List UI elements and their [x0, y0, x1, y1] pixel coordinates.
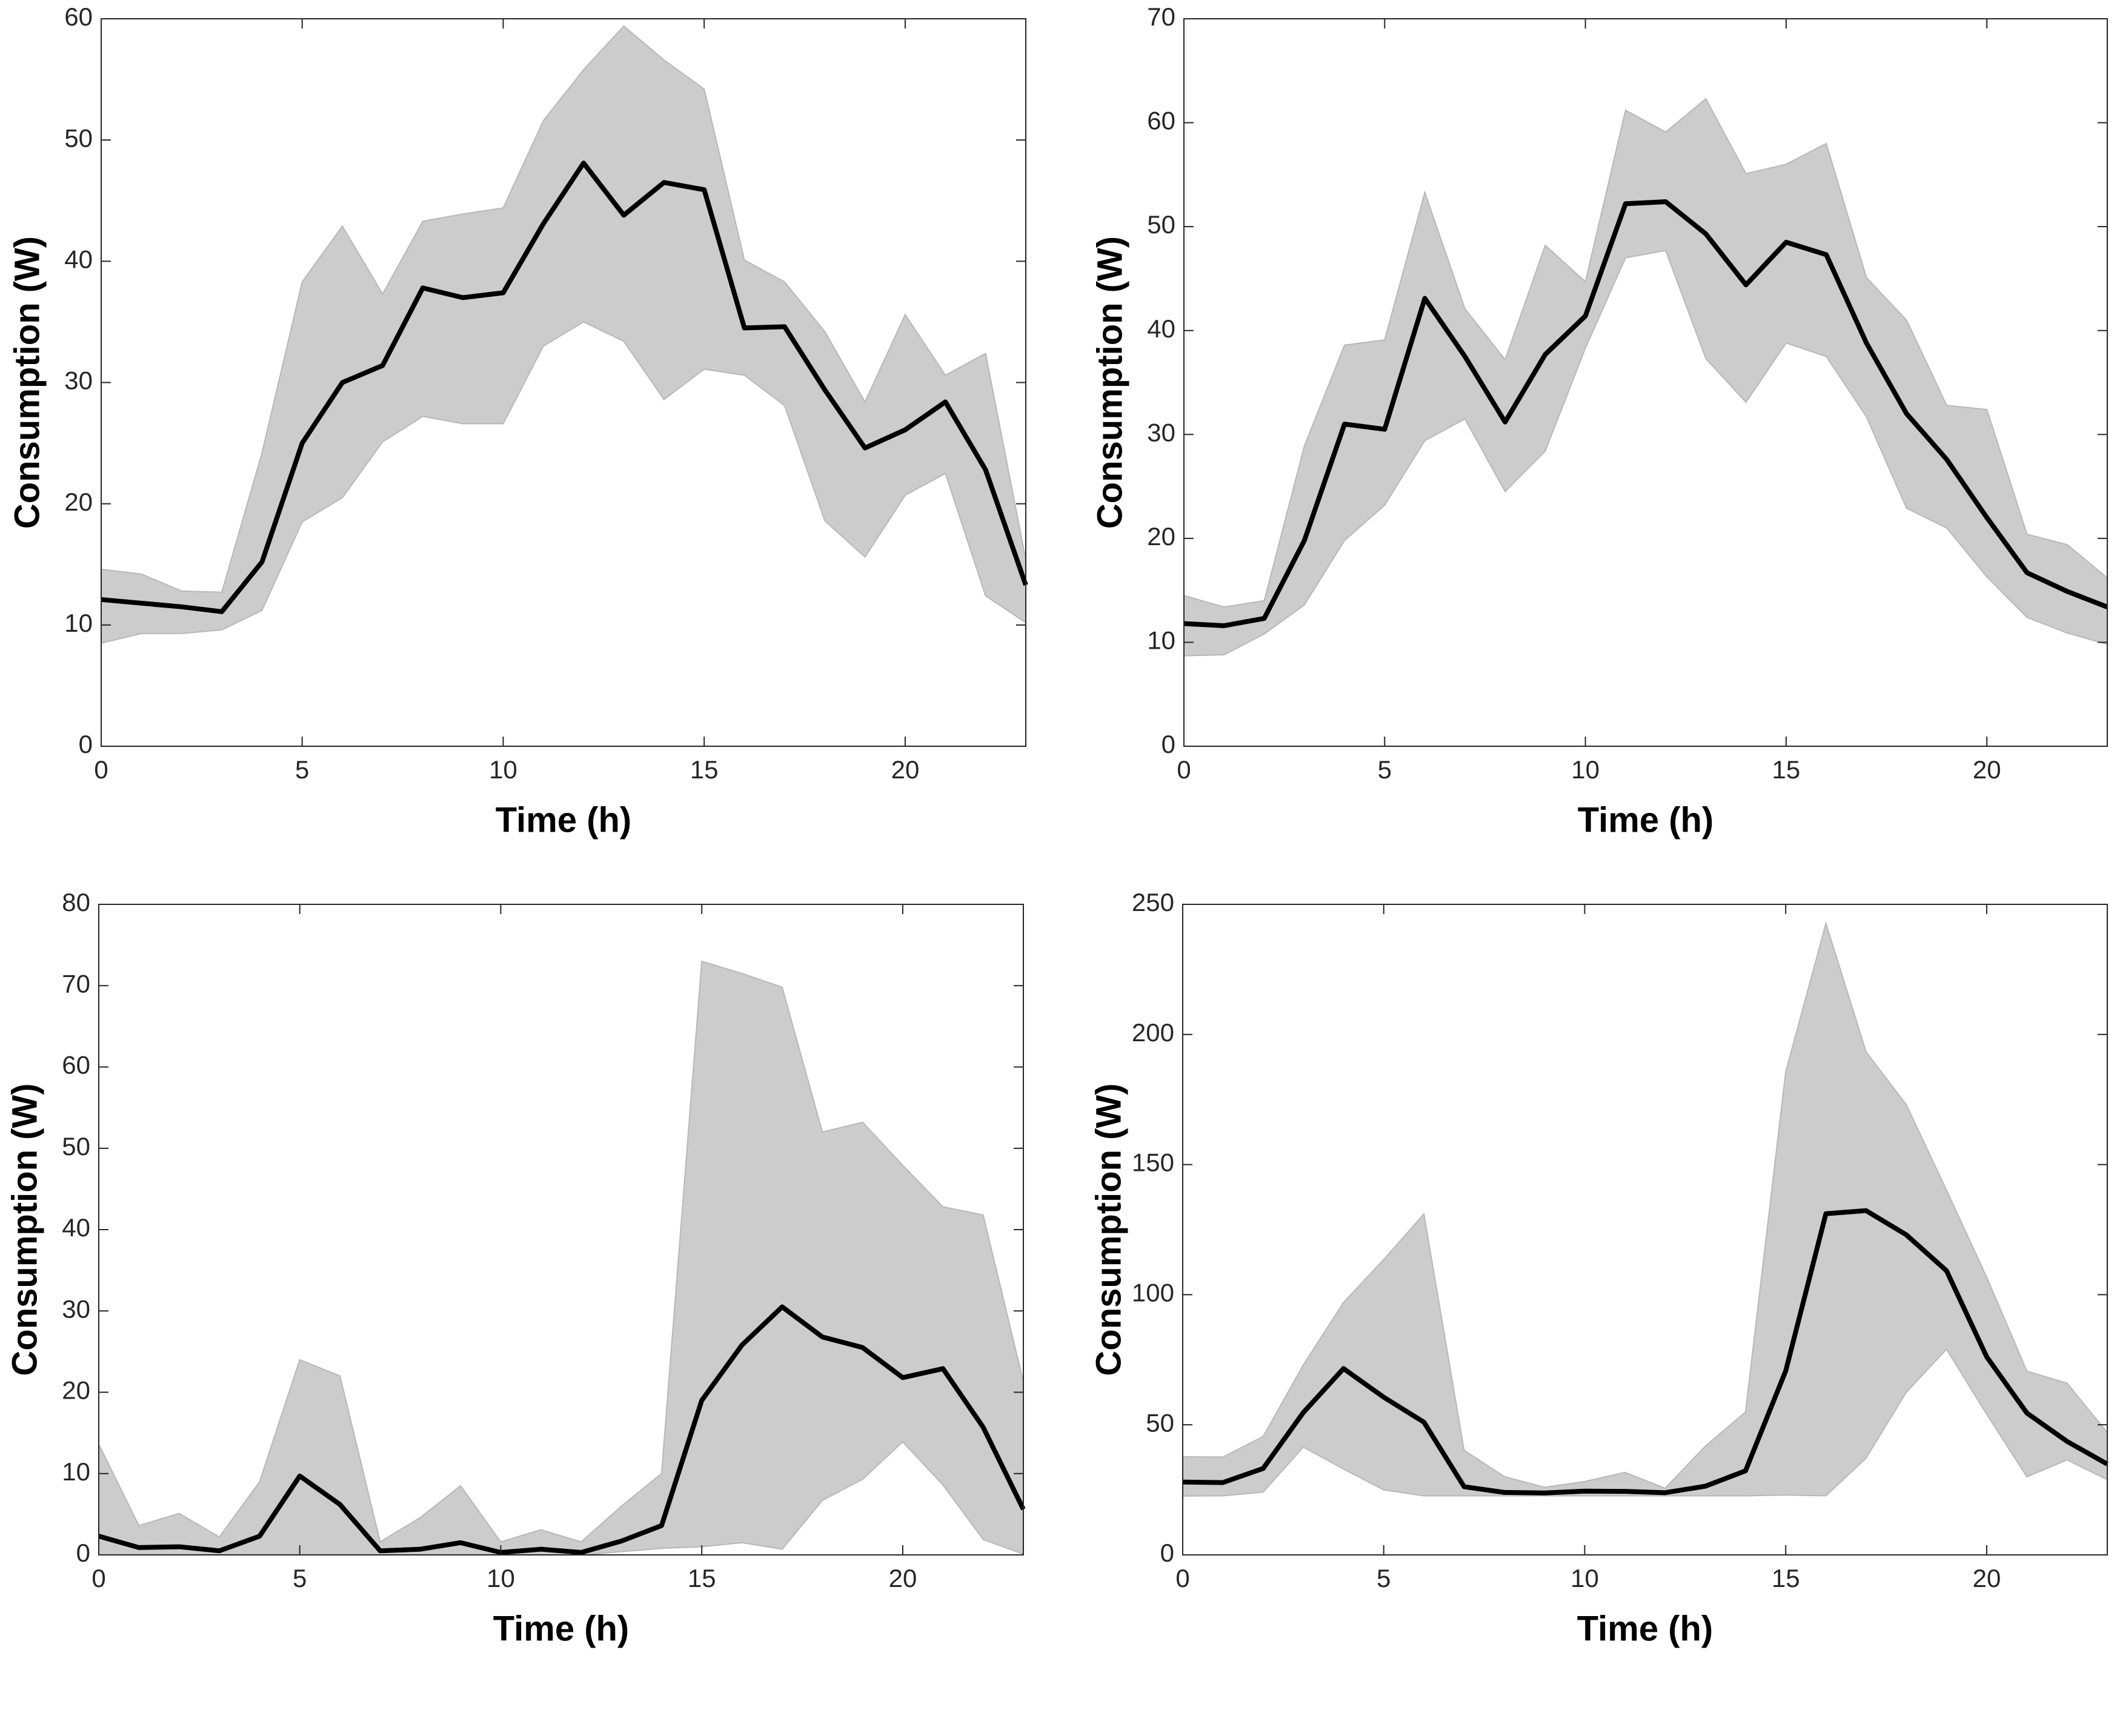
- mean-line: [101, 161, 1028, 614]
- y-tick-label: 40: [1147, 314, 1175, 343]
- y-tick-label: 50: [62, 1132, 90, 1161]
- y-tick-label: 50: [1147, 210, 1175, 239]
- x-tick-label: 10: [1570, 1564, 1599, 1592]
- mean-line: [98, 1304, 1026, 1555]
- y-axis-label: Consumption (W): [1089, 1083, 1128, 1376]
- range-band: [98, 960, 1024, 1555]
- y-tick-label: 40: [64, 245, 93, 273]
- x-tick-label: 0: [94, 755, 108, 784]
- x-tick-label: 0: [1175, 1564, 1189, 1592]
- y-tick-label: 150: [1132, 1148, 1174, 1177]
- y-tick-label: 60: [64, 2, 93, 31]
- y-axis-label: Consumption (W): [1090, 236, 1129, 529]
- x-tick-label: 15: [1772, 755, 1801, 784]
- x-tick-label: 10: [1571, 755, 1600, 784]
- y-tick-label: 60: [62, 1051, 90, 1079]
- x-tick-label: 5: [293, 1564, 307, 1592]
- y-tick-label: 30: [1147, 418, 1175, 446]
- y-tick-label: 50: [1146, 1408, 1174, 1437]
- y-tick-label: 0: [76, 1539, 90, 1567]
- x-tick-label: 15: [688, 1564, 716, 1592]
- y-tick-label: 200: [1132, 1018, 1174, 1047]
- subplot: 0 50 100 150 200 250 0 5 10 15 20 Time (h) Consumpti…: [1089, 888, 2109, 1648]
- y-tick-label: 0: [1162, 730, 1175, 758]
- y-tick-label: 60: [1147, 107, 1175, 135]
- x-tick-label: 5: [1378, 755, 1392, 784]
- subplot: 0 10 20 30 40 50 60 70 80 0 5 10 15 20 Time (h) Consump…: [5, 888, 1026, 1648]
- x-tick-label: 0: [91, 1564, 105, 1592]
- x-tick-label: 10: [489, 755, 517, 784]
- y-tick-label: 80: [62, 888, 90, 916]
- range-band: [1182, 921, 2108, 1497]
- y-axis-label: Consumption (W): [5, 1083, 44, 1376]
- y-tick-label: 70: [1147, 2, 1175, 31]
- x-axis-label: Time (h): [1577, 1609, 1713, 1648]
- x-axis-label: Time (h): [1578, 800, 1714, 840]
- y-tick-label: 40: [62, 1213, 90, 1242]
- y-tick-label: 10: [62, 1457, 90, 1486]
- subplot: 0 10 20 30 40 50 60 0 5 10 15 20 Time (h) Consumption…: [7, 2, 1028, 840]
- x-axis-label: Time (h): [493, 1609, 630, 1648]
- x-tick-label: 5: [1377, 1564, 1391, 1592]
- y-tick-label: 20: [1147, 522, 1175, 551]
- y-tick-label: 30: [62, 1294, 90, 1323]
- range-band: [101, 25, 1026, 644]
- x-tick-label: 20: [891, 755, 920, 784]
- x-tick-label: 20: [889, 1564, 917, 1592]
- mean-line: [1182, 1208, 2109, 1496]
- y-tick-label: 20: [64, 488, 93, 516]
- y-tick-label: 20: [62, 1376, 90, 1405]
- x-tick-label: 15: [1772, 1564, 1800, 1592]
- y-tick-label: 50: [64, 124, 93, 152]
- x-tick-label: 20: [1973, 755, 2001, 784]
- y-tick-label: 30: [64, 366, 93, 395]
- plot-frame: [1183, 18, 2108, 747]
- plot-frame: [1182, 904, 2108, 1555]
- x-tick-label: 15: [690, 755, 719, 784]
- y-tick-label: 250: [1132, 888, 1174, 916]
- y-tick-label: 70: [62, 969, 90, 998]
- x-tick-label: 0: [1177, 755, 1191, 784]
- y-tick-label: 100: [1132, 1278, 1174, 1307]
- mean-line: [1183, 199, 2109, 628]
- x-tick-label: 10: [487, 1564, 515, 1592]
- x-axis-label: Time (h): [496, 800, 632, 840]
- x-tick-label: 20: [1973, 1564, 2001, 1592]
- y-tick-label: 0: [1160, 1539, 1174, 1567]
- y-tick-label: 0: [79, 730, 93, 758]
- range-band: [1183, 98, 2108, 657]
- y-tick-label: 10: [64, 609, 93, 637]
- y-axis-label: Consumption (W): [7, 236, 47, 529]
- x-tick-label: 5: [295, 755, 309, 784]
- y-tick-label: 10: [1147, 626, 1175, 655]
- subplot: 0 10 20 30 40 50 60 70 0 5 10 15 20 Time (h) Consumpti…: [1090, 2, 2109, 840]
